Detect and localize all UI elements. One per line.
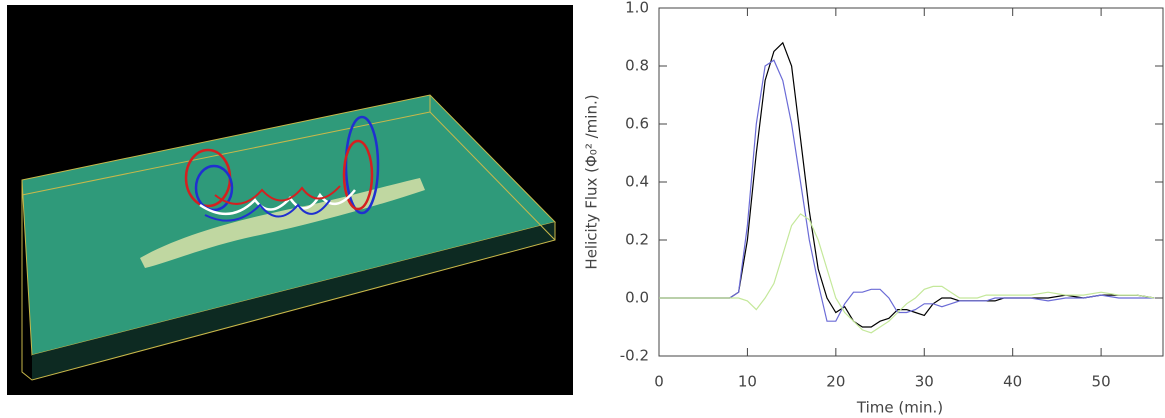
series-line: [659, 213, 1155, 334]
x-tick-label: 10: [738, 373, 757, 391]
line-chart: Time (min.) Helicity Flux (Φ₀² /min.): [583, 7, 1164, 417]
y-axis-label: Helicity Flux (Φ₀² /min.): [583, 94, 601, 269]
y-tick-label: 0.0: [625, 289, 649, 307]
y-tick-label: 1.0: [625, 0, 649, 17]
series-line: [659, 41, 1155, 328]
render-panel: [7, 5, 573, 395]
y-tick-label: 0.6: [625, 115, 649, 133]
x-tick-label: 50: [1092, 373, 1111, 391]
x-tick-label: 20: [826, 373, 845, 391]
y-tick-label: 0.2: [625, 231, 649, 249]
x-tick-label: 30: [915, 373, 934, 391]
series-line: [659, 59, 1155, 322]
plot-frame: [658, 7, 1164, 357]
y-tick-label: 0.4: [625, 173, 649, 191]
y-tick-label: -0.2: [620, 347, 649, 365]
x-tick-label: 40: [1003, 373, 1022, 391]
y-tick-label: 0.8: [625, 57, 649, 75]
x-tick-label: 0: [654, 373, 664, 391]
x-axis-label: Time (min.): [856, 399, 943, 417]
